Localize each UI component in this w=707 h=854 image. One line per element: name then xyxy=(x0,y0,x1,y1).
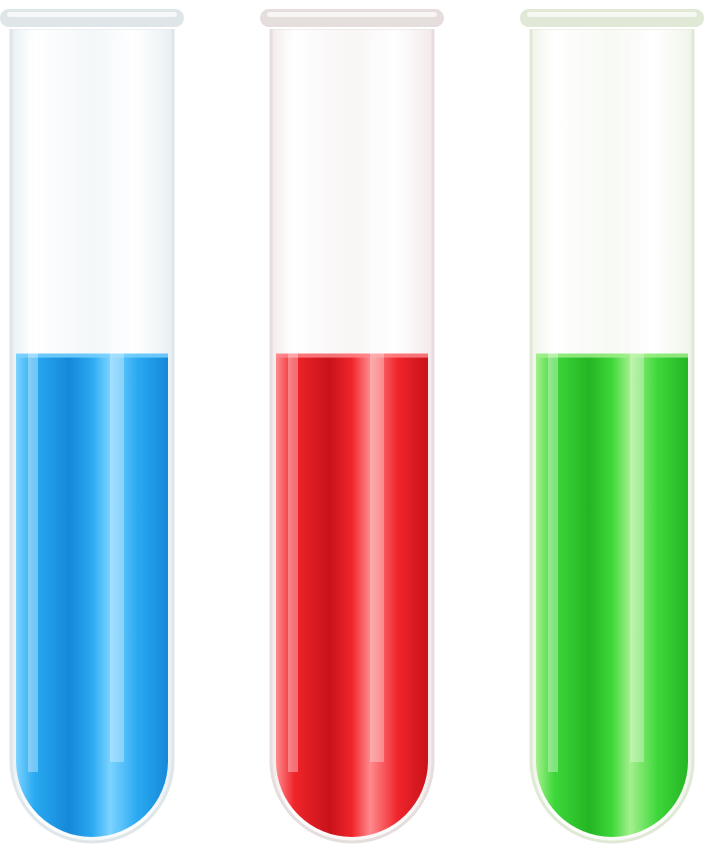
glass-highlight-right-red xyxy=(370,38,384,762)
liquid-surface-blue xyxy=(16,353,168,358)
rim-highlight-blue xyxy=(7,12,177,17)
tube-liquid-green xyxy=(536,353,688,837)
tube-liquid-red xyxy=(276,353,428,837)
test-tube-red xyxy=(258,7,446,844)
liquid-surface-green xyxy=(536,353,688,358)
rim-highlight-red xyxy=(267,12,437,17)
tube-rim-red xyxy=(258,7,446,29)
tube-liquid-blue xyxy=(16,353,168,837)
glass-highlight-left-blue xyxy=(28,38,38,772)
test-tube-blue xyxy=(0,7,186,844)
glass-highlight-right-blue xyxy=(110,38,124,762)
glass-highlight-left-green xyxy=(548,38,558,772)
liquid-surface-red xyxy=(276,353,428,358)
glass-highlight-left-red xyxy=(288,38,298,772)
test-tube-group xyxy=(0,7,706,844)
glass-highlight-right-green xyxy=(630,38,644,762)
rim-highlight-green xyxy=(527,12,697,17)
tube-rim-blue xyxy=(0,7,186,29)
test-tube-green xyxy=(518,7,706,844)
tube-rim-green xyxy=(518,7,706,29)
